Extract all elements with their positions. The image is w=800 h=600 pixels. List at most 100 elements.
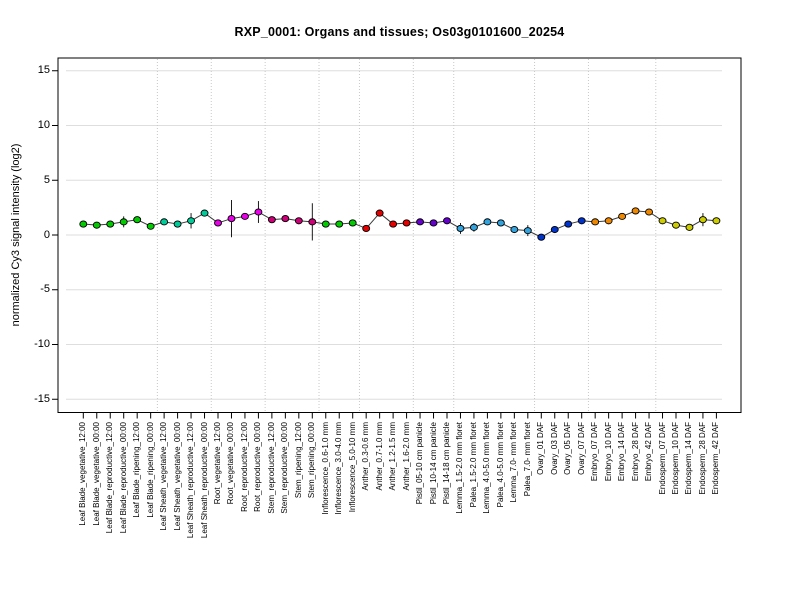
y-tick-label: 5 [43,173,50,186]
x-category-label: Ovary_01 DAF [536,422,546,475]
data-point [698,216,707,224]
x-category-label: Stem_reproductive_12:00 [266,422,276,514]
x-category-label: Palea_1.5-2.0 mm floret [468,422,478,508]
x-category-label: Endosperm_42 DAF [711,422,721,495]
data-point [496,219,505,227]
x-category-label: Embryo_28 DAF [630,422,640,482]
data-point [510,225,519,234]
data-point [187,217,196,225]
x-category-label: Root_reproductive_12:00 [239,422,249,512]
data-point [645,208,653,216]
data-point [469,223,478,231]
x-category-label: Ovary_07 DAF [576,422,586,475]
x-category-label: Embryo_14 DAF [617,422,627,482]
data-point [119,218,128,226]
x-category-label: Endosperm_07 DAF [657,422,667,495]
x-category-label: Stem_reproductive_00:00 [280,422,290,514]
data-point [79,220,88,228]
data-point [267,216,276,224]
x-category-label: Pistil_10-14 cm panicle [428,422,438,505]
data-point [672,221,680,229]
data-point [618,212,627,220]
data-point [106,220,115,228]
chart-title: RXP_0001: Organs and tissues; Os03g01016… [234,25,565,39]
data-point [214,219,222,227]
data-point [308,218,317,226]
x-category-label: Root_reproductive_00:00 [253,422,263,512]
data-point [577,217,586,225]
x-category-label: Embryo_42 DAF [644,422,654,482]
data-point [173,220,182,228]
x-category-label: Leaf Blade_vegetative_00:00 [91,422,101,526]
data-point [348,219,357,227]
x-category-label: Root_vegetative_00:00 [226,422,236,505]
data-point [523,227,532,235]
x-category-label: Embryo_07 DAF [590,422,600,482]
x-category-label: Endosperm_10 DAF [670,422,680,495]
data-point [712,217,721,225]
x-category-label: Leaf Sheath_vegetative_12:00 [159,422,169,531]
data-point [146,222,155,230]
y-tick-label: 0 [43,228,50,241]
x-category-label: Inflorescence_5.0-10 mm [347,422,357,513]
data-point [604,217,613,225]
data-point [362,224,371,232]
data-point [240,212,249,220]
x-category-label: Leaf Blade_ripening_00:00 [145,422,155,518]
y-tick-label: 10 [37,119,50,131]
data-point [685,223,694,231]
x-axis-ticks [82,412,717,419]
data-point [564,220,573,228]
x-category-label: Anther_1.2-1.5 mm [388,422,398,491]
y-tick-label: -15 [34,392,50,405]
data-point [200,209,209,217]
data-point [227,215,236,223]
x-category-label: Anther_1.6-2.0 mm [401,422,411,491]
x-category-label: Palea_7.0- mm floret [522,422,532,497]
x-category-label: Inflorescence_3.0-4.0 mm [334,422,344,515]
data-point [375,209,384,217]
data-point [658,217,667,225]
data-points [79,207,721,241]
x-category-label: Leaf Blade_reproductive_00:00 [118,422,128,534]
x-category-label: Embryo_10 DAF [603,422,613,482]
data-point [294,217,303,225]
y-axis-ticks [52,70,58,400]
data-point [550,225,559,234]
x-category-label: Lemma_1.5-2.0 mm floret [455,422,465,514]
x-category-label: Lemma_4.0-5.0 mm floret [482,422,492,514]
x-category-label: Stem_ripening_12:00 [293,422,303,499]
data-point [443,217,451,225]
y-tick-label: -5 [40,283,50,296]
data-point [335,220,344,228]
x-category-label: Leaf Sheath_vegetative_00:00 [172,422,182,531]
data-point [416,218,425,226]
data-point [133,216,142,224]
x-category-label: Anther_0.7-1.0 mm [374,422,384,491]
y-tick-label: 15 [37,64,50,77]
x-category-label: Root_vegetative_12:00 [213,422,222,505]
data-point [429,219,438,227]
x-category-label: Ovary_05 DAF [563,422,573,475]
data-point [483,218,492,226]
x-category-label: Lemma_7.0- mm floret [509,422,519,503]
x-category-label: Leaf Blade_reproductive_12:00 [105,422,115,534]
x-category-label: Leaf Blade_ripening_12:00 [132,422,142,518]
data-point [321,220,330,228]
x-category-label: Leaf Sheath_reproductive_00:00 [199,422,209,539]
data-point [92,221,101,229]
data-point [402,219,411,227]
data-point [591,218,600,226]
x-category-label: Leaf Blade_vegetative_12:00 [78,422,88,526]
x-category-label: Pistil_05-10 cm panicle [415,422,425,505]
data-point [631,207,640,215]
x-category-label: Anther_0.3-0.6 mm [361,422,371,491]
x-category-label: Endosperm_14 DAF [684,422,694,495]
data-point [281,215,290,223]
data-point [537,233,546,241]
x-category-label: Pistil_14-18 cm panicle [441,422,451,505]
data-point [456,224,465,232]
x-category-label: Leaf Sheath_reproductive_12:00 [186,422,196,539]
